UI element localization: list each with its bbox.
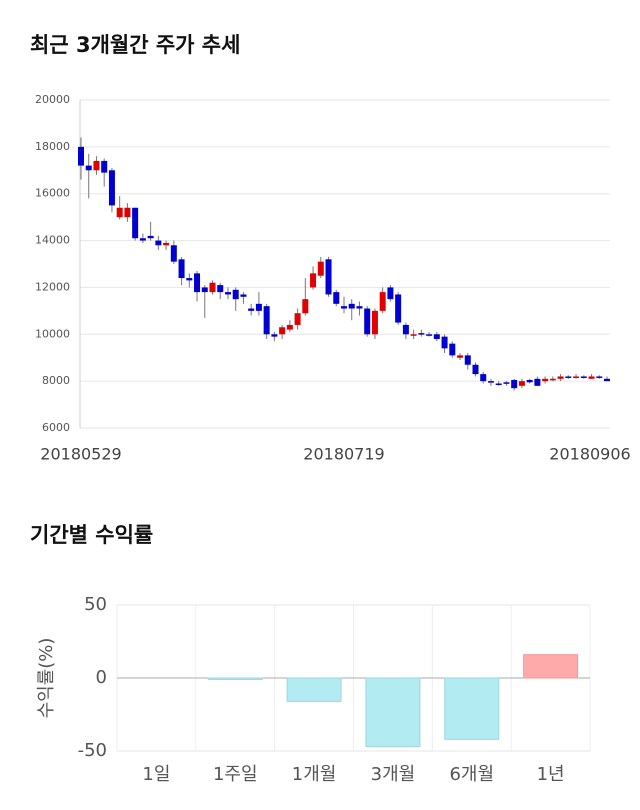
- y-tick-label: 6000: [42, 421, 70, 434]
- x-tick-label: 20180529: [40, 445, 121, 464]
- y-tick-label: 18000: [35, 140, 70, 153]
- candle-body: [387, 287, 394, 300]
- candle-body: [503, 382, 510, 384]
- candle-body: [224, 292, 231, 295]
- candle-body: [248, 308, 255, 311]
- candle-body: [418, 333, 425, 335]
- candle-body: [101, 160, 108, 173]
- candle-body: [209, 282, 216, 293]
- candle-body: [139, 238, 146, 241]
- bar: [523, 654, 579, 679]
- x-tick-label: 1주일: [213, 764, 258, 785]
- candle-body: [379, 292, 386, 311]
- y-tick-label: 12000: [35, 280, 70, 293]
- candle-body: [310, 273, 317, 288]
- candle-body: [518, 381, 525, 386]
- candle-body: [240, 294, 247, 297]
- candle-body: [317, 261, 324, 276]
- candle-body: [526, 379, 533, 383]
- candle-body: [194, 273, 201, 293]
- candle-body: [302, 299, 309, 314]
- bar: [365, 677, 421, 748]
- candle-body: [155, 240, 162, 246]
- candle-body: [163, 242, 170, 246]
- bar: [444, 677, 500, 740]
- candle-body: [201, 287, 208, 293]
- candle-body: [441, 336, 448, 349]
- candle-body: [480, 374, 487, 382]
- candle-body: [232, 289, 239, 300]
- candle-body: [573, 376, 580, 378]
- y-tick-label: 16000: [35, 187, 70, 200]
- candle-body: [495, 383, 502, 385]
- candle-body: [341, 306, 347, 309]
- candle-body: [487, 381, 494, 383]
- y-tick-label: 14000: [35, 234, 70, 247]
- candle-body: [604, 378, 610, 382]
- candle-body: [132, 207, 139, 239]
- candle-body: [596, 376, 603, 378]
- y-tick-label: 20000: [35, 93, 70, 106]
- candle-body: [371, 310, 378, 335]
- x-tick-label: 20180906: [549, 445, 630, 464]
- x-tick-label: 6개월: [449, 764, 494, 785]
- bar: [286, 677, 342, 702]
- bar: [207, 677, 263, 680]
- candle-body: [147, 235, 154, 239]
- x-tick-label: 1년: [537, 764, 565, 785]
- y-tick-label: 8000: [42, 374, 70, 387]
- y-tick-label: 0: [96, 667, 107, 688]
- candle-body: [565, 376, 572, 378]
- candle-body: [333, 292, 340, 304]
- candle-body: [85, 165, 92, 171]
- candle-body: [348, 303, 355, 309]
- chart-title: 최근 3개월간 주가 추세: [30, 33, 240, 57]
- candle-body: [433, 334, 440, 339]
- candle-body: [263, 306, 270, 335]
- candle-body: [449, 343, 456, 356]
- x-tick-label: 1일: [142, 764, 170, 785]
- candle-body: [286, 324, 293, 330]
- y-tick-label: 10000: [35, 327, 70, 340]
- candle-body: [78, 146, 84, 166]
- candle-body: [588, 376, 595, 379]
- candle-body: [356, 306, 363, 309]
- candle-body: [279, 327, 286, 335]
- candle-body: [402, 324, 409, 335]
- y-tick-label: 50: [84, 594, 107, 615]
- candle-body: [395, 294, 402, 323]
- candle-body: [294, 313, 301, 325]
- candle-body: [549, 378, 556, 381]
- candle-body: [178, 259, 185, 279]
- candle-body: [124, 207, 131, 218]
- x-tick-label: 1개월: [292, 764, 337, 785]
- candle-body: [93, 160, 100, 171]
- x-tick-label: 3개월: [371, 764, 416, 785]
- candle-body: [410, 334, 417, 336]
- candle-body: [557, 376, 564, 379]
- candle-body: [472, 364, 479, 375]
- candle-body: [464, 355, 471, 365]
- chart-title: 기간별 수익률: [30, 523, 153, 547]
- y-tick-label: -50: [78, 740, 107, 761]
- candle-body: [511, 379, 518, 389]
- candle-body: [364, 308, 371, 335]
- candle-body: [108, 170, 115, 206]
- candle-body: [217, 285, 224, 293]
- candle-body: [542, 378, 549, 382]
- candle-body: [255, 303, 262, 311]
- candle-body: [325, 259, 332, 295]
- candle-body: [170, 245, 177, 262]
- x-tick-label: 20180719: [303, 445, 384, 464]
- y-axis-label: 수익률(%): [36, 638, 57, 719]
- candle-body: [116, 207, 123, 218]
- candle-body: [271, 334, 278, 337]
- candle-body: [457, 355, 464, 358]
- candle-body: [534, 378, 541, 386]
- candle-body: [426, 334, 433, 336]
- candle-body: [580, 376, 587, 378]
- candle-body: [186, 278, 193, 281]
